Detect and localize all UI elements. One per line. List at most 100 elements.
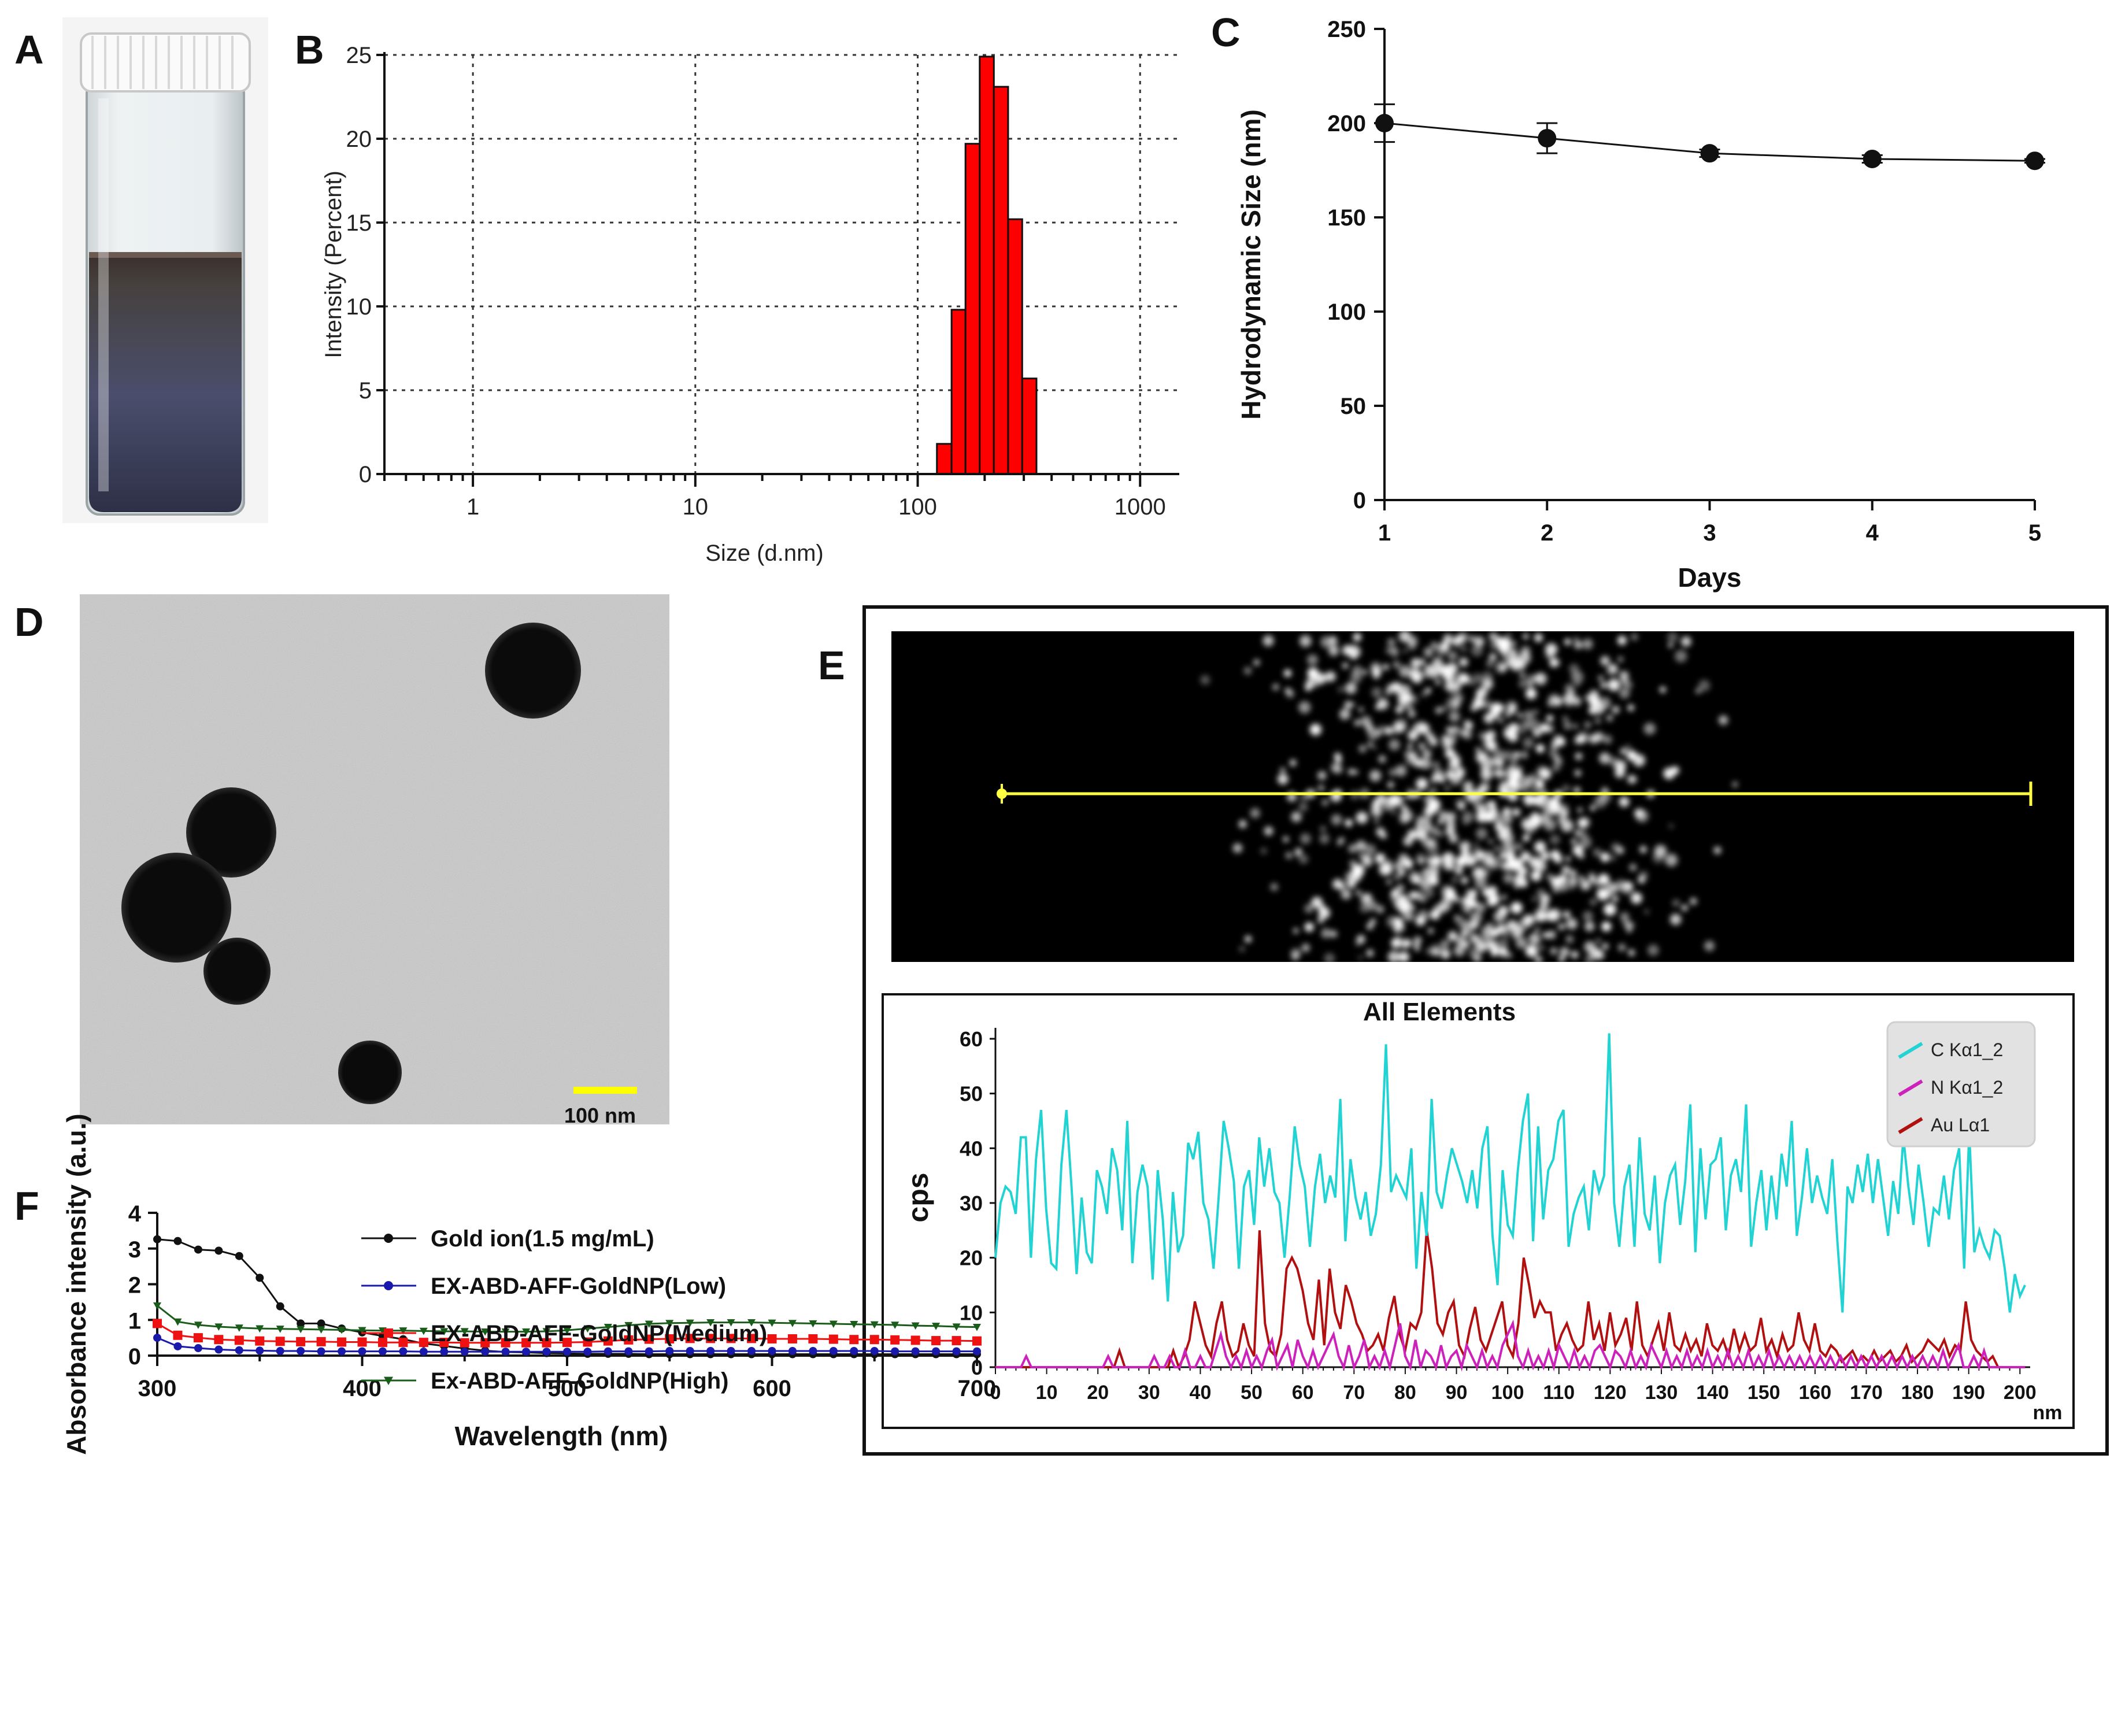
x-tick-label: 10 bbox=[1036, 1382, 1058, 1404]
nanoparticle bbox=[203, 938, 271, 1005]
x-tick-label: 10 bbox=[683, 494, 709, 520]
data-point bbox=[521, 1338, 531, 1348]
data-point bbox=[399, 1327, 408, 1335]
data-point bbox=[829, 1346, 838, 1355]
data-point bbox=[297, 1346, 305, 1355]
data-point bbox=[460, 1328, 469, 1336]
data-point bbox=[890, 1335, 900, 1345]
data-point bbox=[809, 1320, 817, 1328]
data-point bbox=[276, 1346, 284, 1355]
data-point bbox=[419, 1348, 428, 1356]
data-point bbox=[153, 1302, 161, 1310]
data-point bbox=[398, 1338, 408, 1348]
data-point bbox=[809, 1346, 817, 1355]
data-point bbox=[665, 1334, 675, 1343]
series-line bbox=[994, 1033, 2026, 1313]
data-point bbox=[235, 1346, 243, 1354]
data-point bbox=[828, 1334, 838, 1344]
panel-label-f: F bbox=[14, 1183, 39, 1228]
data-point bbox=[256, 1346, 264, 1355]
x-tick-label: 30 bbox=[1138, 1382, 1160, 1404]
data-point bbox=[317, 1326, 325, 1334]
nanoparticle bbox=[338, 1041, 402, 1104]
data-point bbox=[849, 1335, 859, 1345]
y-tick-label: 5 bbox=[359, 378, 372, 404]
data-point bbox=[358, 1327, 366, 1335]
y-axis-label: Absorbance intensity (a.u.) bbox=[61, 1113, 91, 1454]
data-point bbox=[583, 1337, 593, 1347]
nanoparticle bbox=[186, 787, 276, 878]
chart-title: All Elements bbox=[1363, 998, 1516, 1026]
x-tick-label: 110 bbox=[1543, 1382, 1575, 1404]
data-point bbox=[173, 1330, 183, 1340]
data-point bbox=[808, 1334, 818, 1343]
data-point bbox=[870, 1346, 879, 1355]
y-axis-label: Hydrodynamic Size (nm) bbox=[1236, 109, 1266, 420]
data-point bbox=[768, 1319, 776, 1327]
data-point bbox=[931, 1336, 941, 1346]
y-tick-label: 4 bbox=[128, 1201, 142, 1227]
x-axis-label: Size (d.nm) bbox=[705, 541, 824, 566]
x-tick-label: 200 bbox=[2004, 1382, 2037, 1404]
legend-swatch bbox=[1898, 1079, 1923, 1097]
data-point bbox=[276, 1326, 284, 1333]
legend-label: EX-ABD-AFF-GoldNP(Medium) bbox=[431, 1321, 767, 1346]
x-tick-label: 150 bbox=[1748, 1382, 1780, 1404]
y-axis-label: cps bbox=[902, 1172, 934, 1222]
data-point bbox=[972, 1336, 982, 1346]
y-tick-label: 50 bbox=[960, 1082, 983, 1106]
data-point bbox=[338, 1347, 346, 1356]
x-axis-label: Days bbox=[1678, 562, 1742, 593]
x-tick-label: 2 bbox=[1541, 520, 1553, 546]
data-point bbox=[542, 1348, 551, 1356]
legend-label: N Kα1_2 bbox=[1931, 1077, 2003, 1098]
eds-linescan-chart: All Elements 0 10 20 30 40 50 60 0 10 20 30 40 50 60 70… bbox=[902, 998, 2063, 1424]
legend-box bbox=[1886, 1021, 2036, 1148]
x-tick-label: 5 bbox=[2028, 520, 2041, 546]
legend: Gold ion(1.5 mg/mL) EX-ABD-AFF-GoldNP(Low… bbox=[361, 1226, 767, 1394]
data-point bbox=[235, 1324, 243, 1332]
data-point bbox=[256, 1274, 264, 1282]
data-point bbox=[316, 1337, 326, 1346]
data-point bbox=[2026, 151, 2044, 171]
x-tick-label: 300 bbox=[138, 1376, 177, 1401]
data-point bbox=[768, 1346, 776, 1355]
data-point bbox=[932, 1323, 941, 1330]
bar bbox=[964, 143, 981, 475]
data-point bbox=[480, 1338, 490, 1348]
data-point bbox=[399, 1347, 408, 1356]
data-point bbox=[563, 1327, 571, 1335]
x-tick-label: 100 bbox=[898, 494, 937, 520]
data-point bbox=[384, 1234, 393, 1243]
data-point bbox=[747, 1319, 756, 1327]
series-line bbox=[995, 1230, 2026, 1371]
data-point bbox=[297, 1326, 305, 1334]
panel-label-b: B bbox=[295, 27, 324, 72]
vial-photo bbox=[62, 17, 268, 523]
data-point bbox=[481, 1328, 490, 1336]
x-axis-label: Wavelength (nm) bbox=[455, 1421, 668, 1451]
data-point bbox=[235, 1252, 243, 1260]
data-point bbox=[501, 1328, 510, 1336]
legend: C Kα1_2 N Kα1_2 Au Lα1 bbox=[1886, 1021, 2036, 1148]
data-point bbox=[384, 1281, 393, 1290]
data-point bbox=[337, 1337, 347, 1347]
data-point bbox=[767, 1334, 777, 1343]
y-tick-label: 60 bbox=[960, 1027, 983, 1051]
scale-bar-label: 100 nm bbox=[564, 1104, 636, 1127]
nanoparticle bbox=[485, 623, 581, 719]
y-tick-label: 100 bbox=[1327, 299, 1366, 325]
data-point bbox=[645, 1320, 653, 1328]
x-tick-label: 160 bbox=[1798, 1382, 1831, 1404]
data-point bbox=[706, 1334, 716, 1343]
y-tick-label: 150 bbox=[1327, 205, 1366, 231]
data-point bbox=[1538, 129, 1557, 148]
tem-image: 100 nm bbox=[80, 594, 669, 1127]
y-tick-label: 250 bbox=[1327, 17, 1366, 42]
data-point bbox=[645, 1347, 653, 1356]
data-point bbox=[726, 1334, 736, 1343]
x-tick-label: 100 bbox=[1491, 1382, 1524, 1404]
data-point bbox=[377, 1338, 387, 1348]
data-point bbox=[603, 1336, 613, 1346]
